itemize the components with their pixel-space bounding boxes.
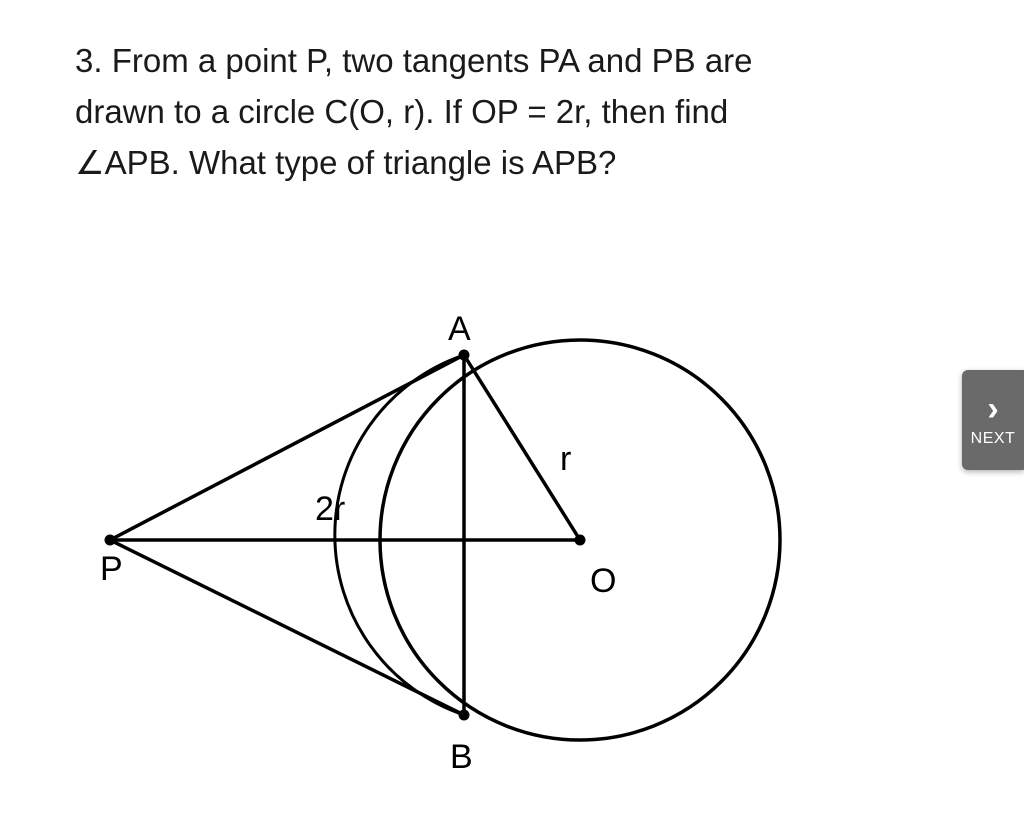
diagram-svg: P A B O 2r r — [90, 300, 850, 780]
svg-text:B: B — [450, 738, 473, 776]
svg-text:A: A — [448, 310, 471, 348]
next-button-label: NEXT — [971, 430, 1016, 448]
question-line-2: drawn to a circle C(O, r). If OP = 2r, t… — [75, 86, 895, 137]
svg-text:P: P — [100, 550, 123, 588]
svg-text:2r: 2r — [315, 490, 345, 528]
question-line-1: 3. From a point P, two tangents PA and P… — [75, 35, 895, 86]
question-block: 3. From a point P, two tangents PA and P… — [75, 35, 895, 188]
geometry-diagram: P A B O 2r r — [90, 300, 850, 780]
next-button[interactable]: › NEXT — [962, 370, 1024, 470]
question-line-3: ∠APB. What type of triangle is APB? — [75, 137, 895, 188]
page: 3. From a point P, two tangents PA and P… — [0, 0, 1024, 835]
chevron-right-icon: › — [987, 392, 998, 426]
svg-text:r: r — [560, 440, 571, 478]
svg-text:O: O — [590, 562, 616, 600]
